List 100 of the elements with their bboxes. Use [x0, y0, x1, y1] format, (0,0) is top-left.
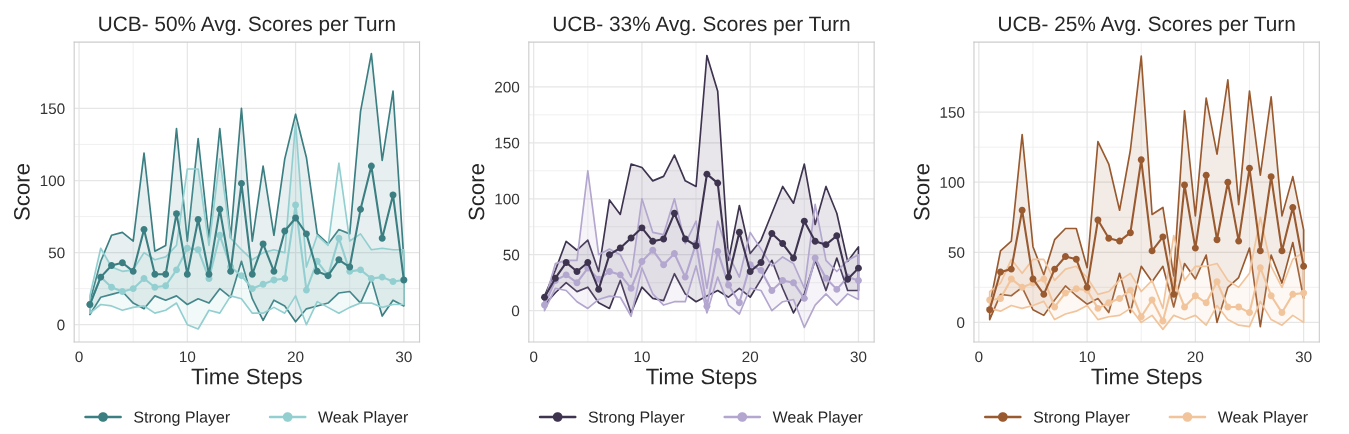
- point: [1202, 299, 1210, 307]
- point: [1051, 265, 1059, 273]
- x-tick-label: 10: [179, 351, 196, 363]
- point: [833, 232, 841, 240]
- point: [194, 215, 202, 223]
- y-tick-label: 150: [495, 137, 520, 149]
- point: [162, 282, 170, 290]
- point: [378, 234, 386, 242]
- x-tick-label: 0: [530, 351, 538, 363]
- point: [1191, 244, 1199, 252]
- point: [292, 214, 300, 222]
- point: [997, 268, 1004, 276]
- point: [1256, 247, 1264, 255]
- point: [378, 273, 386, 281]
- point: [854, 264, 862, 272]
- y-tick-label: 150: [940, 107, 965, 118]
- point: [302, 230, 310, 238]
- point: [1213, 278, 1221, 286]
- point: [162, 270, 170, 278]
- point: [1246, 309, 1253, 317]
- legend-label: Weak Player: [318, 411, 408, 426]
- point: [335, 234, 343, 242]
- point: [205, 270, 213, 278]
- point: [1213, 236, 1221, 244]
- point: [259, 280, 267, 288]
- point: [389, 277, 397, 285]
- point: [292, 201, 300, 209]
- point: [1105, 299, 1113, 307]
- point: [1191, 292, 1199, 300]
- point: [681, 235, 689, 243]
- point: [746, 268, 754, 275]
- y-axis-title: Score: [468, 164, 485, 221]
- point: [1181, 303, 1189, 311]
- point: [811, 237, 819, 245]
- point: [714, 179, 722, 187]
- point: [725, 281, 733, 289]
- point: [768, 287, 776, 294]
- point: [346, 263, 354, 271]
- point: [237, 272, 245, 280]
- point: [173, 210, 180, 218]
- point: [1289, 203, 1297, 211]
- point: [541, 293, 548, 301]
- point: [670, 250, 678, 258]
- point: [1246, 164, 1253, 172]
- point: [1040, 275, 1048, 283]
- point: [616, 271, 624, 279]
- point: [118, 288, 126, 295]
- point: [281, 275, 289, 283]
- y-tick-label: 100: [940, 177, 965, 188]
- point: [757, 266, 765, 274]
- point: [627, 284, 635, 292]
- point: [649, 237, 657, 245]
- point: [660, 235, 668, 243]
- point: [108, 262, 116, 270]
- point: [779, 276, 787, 284]
- y-tick-label: 50: [948, 247, 965, 258]
- point: [790, 254, 797, 262]
- point: [302, 286, 310, 294]
- y-tick-label: 200: [495, 81, 520, 93]
- point: [1224, 303, 1232, 311]
- x-tick-label: 30: [395, 351, 412, 363]
- point: [703, 170, 711, 178]
- point: [357, 205, 365, 213]
- x-axis-title: Time Steps: [1091, 368, 1202, 389]
- point: [605, 268, 613, 275]
- x-tick-label: 0: [75, 351, 83, 363]
- point: [183, 244, 191, 252]
- point: [1072, 255, 1080, 263]
- point: [595, 285, 603, 293]
- y-axis-title: Score: [14, 164, 30, 221]
- x-tick-label: 10: [634, 351, 650, 363]
- x-axis-title: Time Steps: [191, 368, 302, 389]
- point: [357, 266, 365, 274]
- point: [335, 256, 343, 264]
- point: [1040, 290, 1048, 298]
- point: [129, 285, 137, 293]
- legend-label: Strong Player: [1033, 411, 1130, 426]
- x-tick-label: 10: [1079, 351, 1096, 363]
- point: [1170, 290, 1178, 298]
- point: [1202, 171, 1210, 179]
- chart-title: UCB- 33% Avg. Scores per Turn: [553, 16, 850, 36]
- point: [670, 209, 678, 217]
- x-axis-title: Time Steps: [646, 368, 757, 389]
- y-axis-title: Score: [913, 164, 930, 221]
- point: [108, 283, 116, 291]
- point: [1018, 283, 1026, 291]
- point: [649, 246, 657, 254]
- point: [573, 279, 581, 287]
- point: [997, 295, 1004, 303]
- point: [800, 294, 808, 302]
- x-tick-label: 30: [850, 351, 867, 363]
- legend-label: Strong Player: [134, 411, 230, 426]
- x-tick-label: 30: [1295, 351, 1312, 363]
- y-tick-label: 50: [48, 247, 65, 259]
- point: [183, 270, 191, 278]
- y-tick-label: 0: [511, 305, 520, 317]
- point: [129, 267, 137, 275]
- point: [1072, 285, 1080, 293]
- point: [248, 285, 256, 293]
- point: [173, 266, 180, 274]
